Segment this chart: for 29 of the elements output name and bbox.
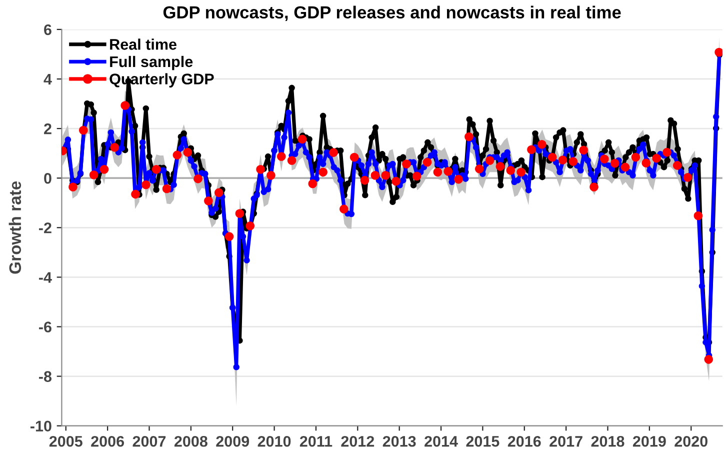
x-tick-label: 2018 [591, 436, 624, 447]
x-tick-label: 2010 [258, 436, 291, 447]
y-tick-label: -2 [39, 222, 52, 234]
y-tick-label: -4 [39, 272, 52, 283]
x-tick-label: 2015 [466, 436, 500, 447]
y-tick-label: 4 [44, 74, 52, 85]
y-tick-label: -6 [39, 322, 52, 332]
x-tick-label: 2005 [49, 436, 82, 447]
x-tick-label: 2012 [341, 436, 374, 447]
y-tick-label: 2 [44, 123, 52, 134]
y-tick-label: 0 [44, 172, 52, 184]
legend-label: Real time [110, 38, 176, 50]
x-tick-label: 2009 [216, 436, 250, 447]
x-tick-label: 2014 [424, 436, 458, 447]
y-tick-label: 6 [44, 24, 52, 36]
x-tick-label: 2011 [300, 436, 332, 447]
x-tick-label: 2019 [632, 436, 666, 447]
x-tick-label: 2007 [132, 436, 166, 447]
x-tick-label: 2006 [91, 436, 124, 447]
x-tick-label: 2017 [550, 436, 582, 447]
x-tick-label: 2008 [174, 436, 208, 447]
x-tick-label: 2020 [674, 436, 708, 447]
legend-label: Full sample [110, 56, 193, 70]
x-tick-label: 2013 [382, 436, 416, 447]
y-tick-label: -8 [39, 371, 52, 382]
y-axis-title: Growth rate [8, 181, 22, 274]
chart-title: GDP nowcasts, GDP releases and nowcasts in real time [163, 6, 621, 22]
y-tick-label: -10 [30, 420, 52, 432]
x-tick-label: 2016 [508, 436, 541, 447]
